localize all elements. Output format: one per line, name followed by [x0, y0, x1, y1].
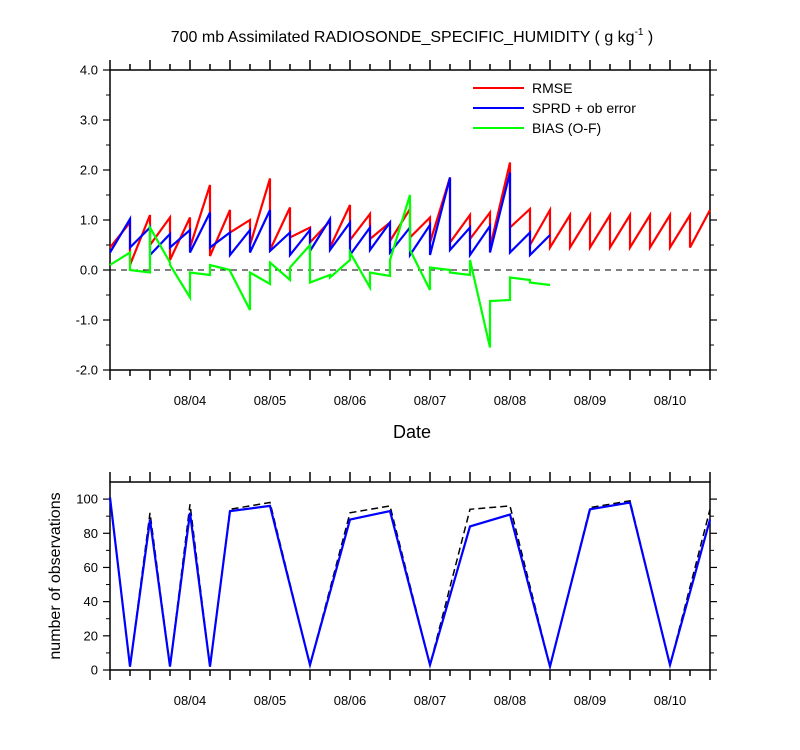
series-line-bias-o-f: [109, 194, 551, 348]
x-tick-label: 08/05: [254, 393, 287, 408]
top-plot-panel: -2.0-1.00.01.02.03.04.0 08/04 08/05 08/06 0…: [76, 60, 717, 408]
legend-label: RMSE: [532, 80, 572, 96]
y-tick-label: 80: [84, 526, 98, 541]
y-tick-label: 0: [91, 663, 98, 678]
bottom-plot-frame: [109, 481, 711, 671]
x-tick-label: 08/06: [334, 393, 367, 408]
x-tick-label: 08/09: [574, 393, 607, 408]
series-line-observations-assimilated: [108, 497, 712, 671]
y-axis-title-observations: number of observations: [47, 492, 64, 659]
x-tick-label: 08/08: [494, 693, 527, 708]
y-tick-label: 0.0: [80, 263, 98, 278]
chart-title: 700 mb Assimilated RADIOSONDE_SPECIFIC_H…: [171, 27, 654, 46]
x-tick-label: 08/07: [414, 693, 447, 708]
x-tick-label: 08/09: [574, 693, 607, 708]
x-tick-label: 08/04: [174, 393, 207, 408]
legend-label: SPRD + ob error: [532, 100, 636, 116]
y-tick-label: 2.0: [80, 163, 98, 178]
y-tick-label: -1.0: [76, 313, 98, 328]
x-tick-label: 08/07: [414, 393, 447, 408]
y-tick-label: 40: [84, 594, 98, 609]
chart-title-text: 700 mb Assimilated RADIOSONDE_SPECIFIC_H…: [171, 29, 635, 46]
bottom-x-axis: 08/04 08/05 08/06 08/07 08/08 08/09 08/10: [109, 472, 711, 708]
y-tick-label: 100: [76, 492, 98, 507]
legend: RMSE SPRD + ob error BIAS (O-F): [473, 80, 636, 136]
series-line-sprd-ob-error: [109, 172, 551, 259]
x-axis-title: Date: [393, 422, 431, 442]
y-tick-label: 4.0: [80, 63, 98, 78]
bottom-series-group: [108, 497, 712, 671]
top-x-axis: 08/04 08/05 08/06 08/07 08/08 08/09 08/10: [109, 60, 711, 408]
x-tick-label: 08/10: [654, 393, 687, 408]
y-tick-label: 20: [84, 628, 98, 643]
x-tick-label: 08/10: [654, 693, 687, 708]
top-series-group: [109, 162, 711, 348]
chart-title-close: ): [643, 29, 653, 46]
x-tick-label: 08/08: [494, 393, 527, 408]
y-tick-label: 1.0: [80, 213, 98, 228]
y-tick-label: 3.0: [80, 113, 98, 128]
x-tick-label: 08/05: [254, 693, 287, 708]
bottom-y-axis: 0 20 40 60 80 100: [76, 492, 717, 678]
y-tick-label: 60: [84, 560, 98, 575]
legend-label: BIAS (O-F): [532, 120, 601, 136]
x-tick-label: 08/06: [334, 693, 367, 708]
top-y-axis: -2.0 -1.0 0.0 1.0 2.0 3.0 4.0: [76, 63, 717, 378]
series-line-observations-possible: [109, 497, 711, 667]
x-tick-label: 08/04: [174, 693, 207, 708]
chart-title-superscript: -1: [635, 27, 644, 38]
y-tick-label: -2.0: [76, 363, 98, 378]
